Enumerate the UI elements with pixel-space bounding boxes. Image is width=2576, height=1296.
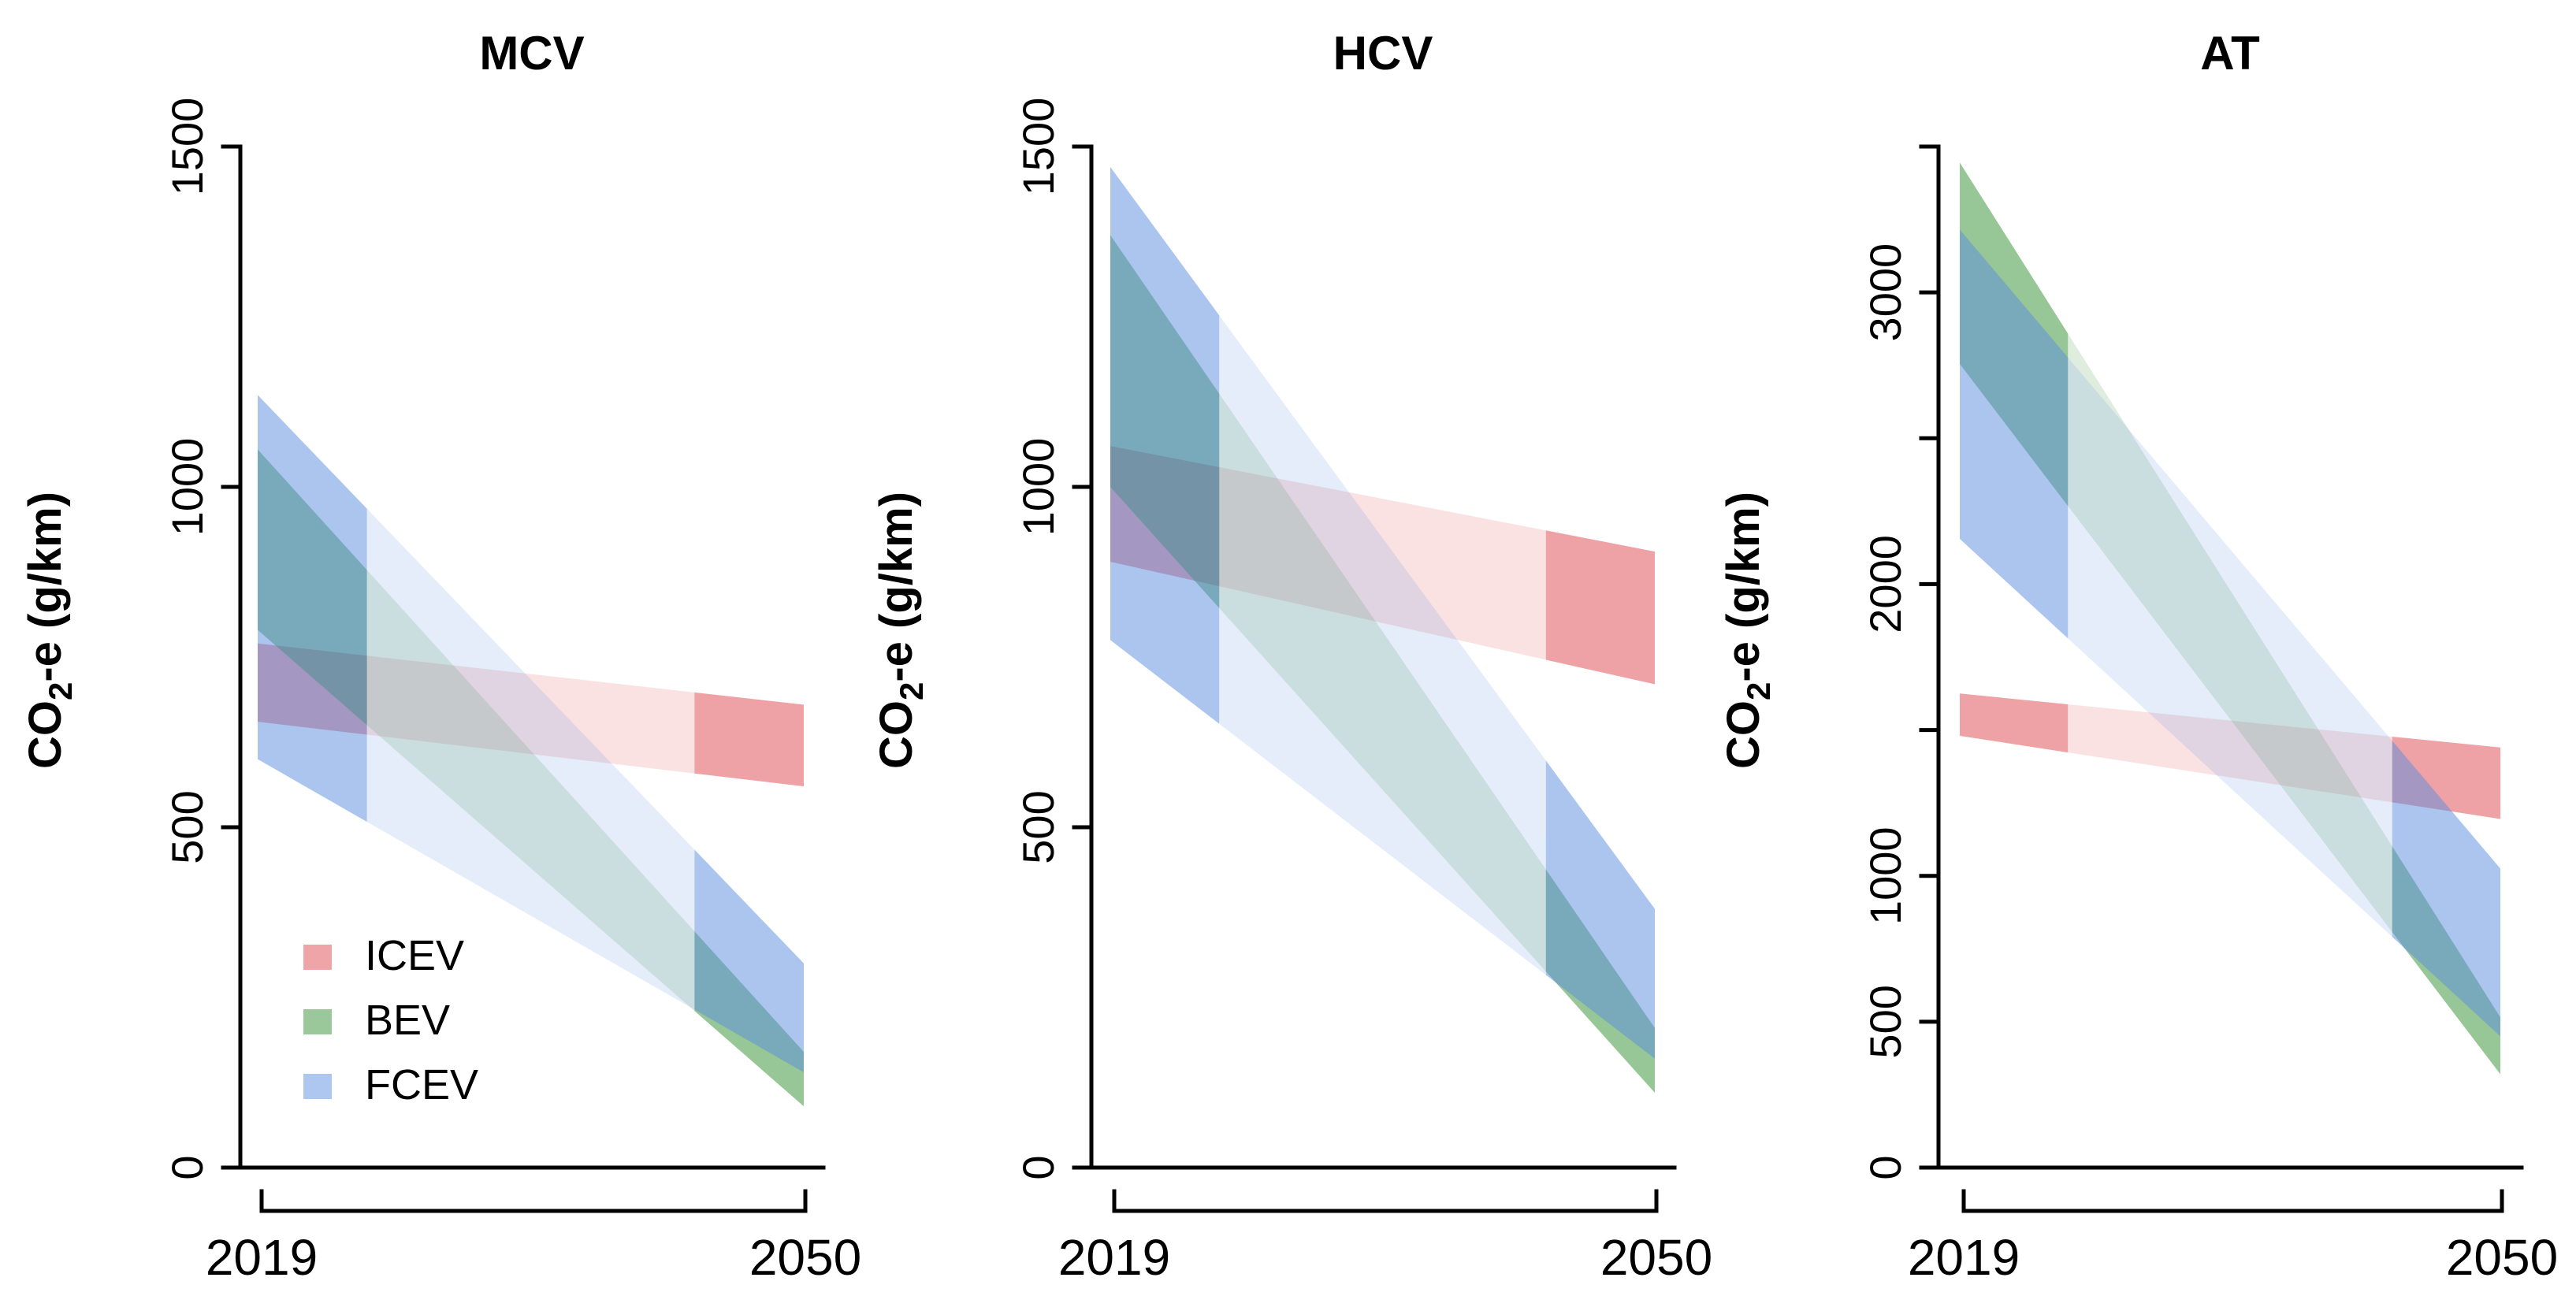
band-icev-range	[1960, 693, 2500, 819]
band-fcev-2050-slab	[694, 849, 804, 1073]
band-bev-2019-slab	[258, 449, 367, 726]
panel-at: 0 500 1000 2000 3000 2019 2050 AT CO2-e (g/km)	[1718, 27, 2558, 1286]
band-fcev-range	[1960, 229, 2500, 1037]
panel-mcv: 0 500 1000 1500 2019 2050 MCV CO2-e (g/km)	[20, 27, 861, 1286]
panel-title: AT	[2200, 27, 2260, 80]
legend-item-icev: ICEV	[303, 932, 464, 979]
band-bev-2019-slab	[1960, 162, 2069, 507]
y-axis-title: CO2-e (g/km)	[871, 492, 930, 769]
band-icev-range	[1110, 446, 1655, 685]
x-axis-bracket	[1112, 1189, 1659, 1213]
band-fcev-range	[1110, 166, 1655, 1059]
band-bev-2019-slab	[1110, 235, 1220, 608]
y-tick-label: 1000	[162, 438, 212, 537]
x-axis-bracket	[259, 1189, 808, 1213]
y-axis-title: CO2-e (g/km)	[1718, 492, 1777, 769]
legend-label: BEV	[365, 997, 450, 1044]
legend-swatch-fcev	[303, 1074, 332, 1099]
bands-group	[1110, 166, 1655, 1093]
band-bev-range	[1960, 162, 2500, 1075]
y-tick-label: 0	[1860, 1155, 1910, 1179]
y-tick-label: 1000	[1013, 438, 1063, 537]
band-icev-2019-slab	[1110, 446, 1220, 587]
y-tick-label: 0	[1013, 1155, 1063, 1179]
band-fcev-2019-slab	[1960, 229, 2069, 639]
bands-group	[258, 395, 804, 1107]
band-icev-2019-slab	[258, 643, 367, 735]
legend-item-bev: BEV	[303, 997, 450, 1044]
x-tick-label-2019: 2019	[1908, 1229, 2020, 1286]
x-tick-label-2019: 2019	[1058, 1229, 1170, 1286]
x-tick-label-2050: 2050	[2446, 1229, 2558, 1286]
legend-item-fcev: FCEV	[303, 1061, 478, 1108]
band-bev-range	[258, 449, 804, 1107]
band-bev-2050-slab	[1545, 869, 1655, 1093]
legend-swatch-icev	[303, 945, 332, 970]
panel-hcv: 0 500 1000 1500 2019 2050 HCV CO2-e (g/km)	[871, 27, 1712, 1286]
y-tick-label: 500	[162, 790, 212, 863]
y-tick-label: 3000	[1860, 243, 1910, 342]
y-tick-label: 0	[162, 1155, 212, 1179]
band-icev-2050-slab	[1545, 530, 1655, 685]
band-fcev-2050-slab	[2392, 741, 2500, 1037]
band-bev-range	[1110, 235, 1655, 1093]
x-tick-label-2050: 2050	[749, 1229, 861, 1286]
y-tick-label: 1500	[1013, 98, 1063, 196]
y-axis-title: CO2-e (g/km)	[20, 492, 79, 769]
y-tick-label: 500	[1860, 985, 1910, 1058]
band-icev-2050-slab	[694, 692, 804, 787]
band-fcev-2019-slab	[1110, 166, 1220, 724]
x-axis-bracket	[1961, 1189, 2504, 1213]
legend-label: ICEV	[365, 932, 464, 979]
x-tick-label-2050: 2050	[1600, 1229, 1712, 1286]
band-fcev-range	[258, 395, 804, 1073]
band-fcev-2019-slab	[258, 395, 367, 823]
band-icev-2050-slab	[2392, 737, 2500, 819]
band-fcev-2050-slab	[1545, 760, 1655, 1059]
y-tick-label: 500	[1013, 790, 1063, 863]
bands-group	[1960, 162, 2500, 1075]
band-icev-2019-slab	[1960, 693, 2069, 753]
band-icev-range	[258, 643, 804, 787]
x-tick-label-2019: 2019	[206, 1229, 318, 1286]
legend: ICEV BEV FCEV	[303, 932, 478, 1108]
legend-label: FCEV	[365, 1061, 478, 1108]
y-tick-label: 2000	[1860, 535, 1910, 633]
panel-title: MCV	[479, 27, 584, 80]
band-bev-2050-slab	[694, 931, 804, 1107]
y-tick-label: 1500	[162, 98, 212, 196]
panel-title: HCV	[1333, 27, 1433, 80]
y-tick-label: 1000	[1860, 826, 1910, 925]
legend-swatch-bev	[303, 1009, 332, 1034]
band-bev-2050-slab	[2392, 846, 2500, 1075]
